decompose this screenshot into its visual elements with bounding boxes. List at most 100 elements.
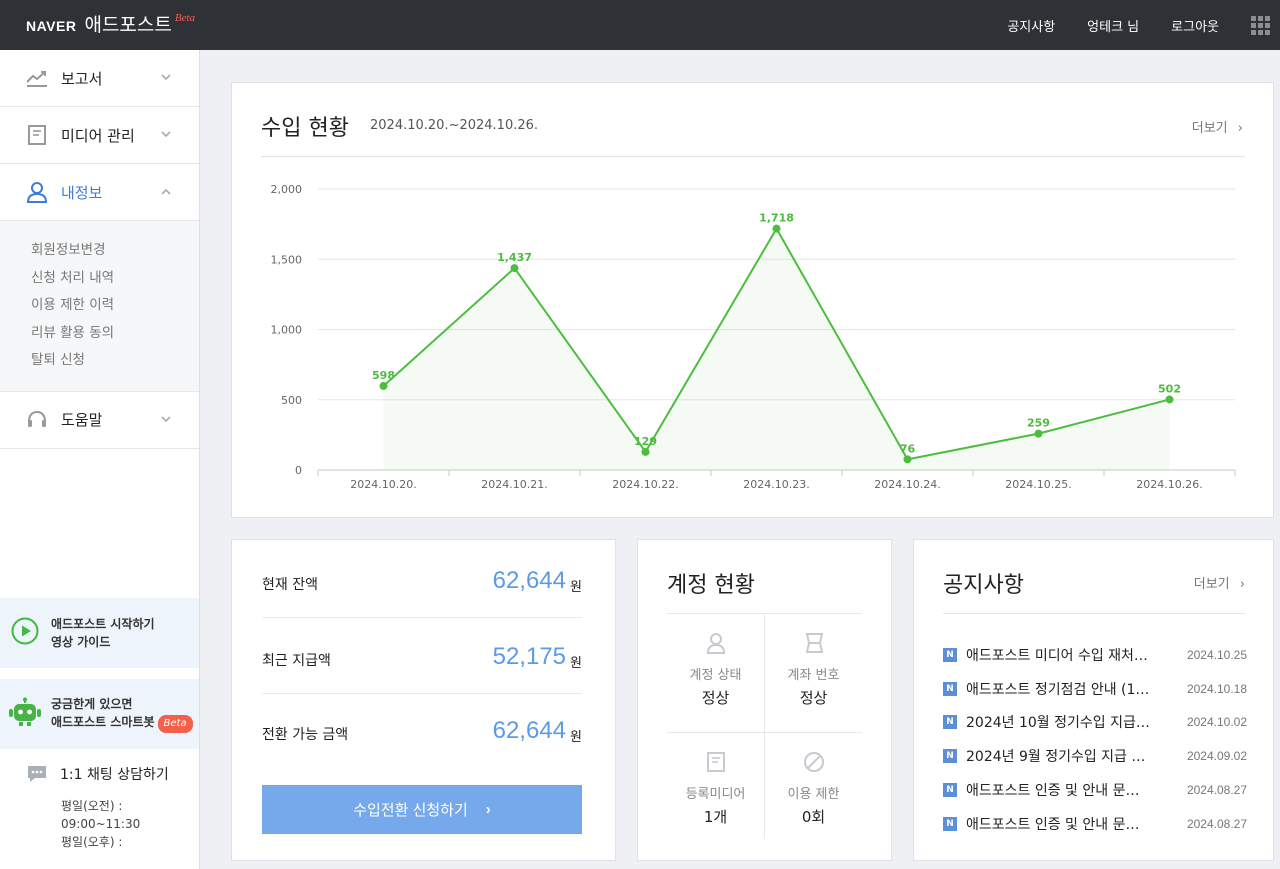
data-label: 1,718 xyxy=(759,212,794,225)
notice-item-title: 애드포스트 인증 및 안내 문자 … xyxy=(966,816,1152,833)
account-restriction[interactable]: 이용 제한 0회 xyxy=(765,733,862,851)
account-title: 계정 현황 xyxy=(667,573,755,598)
data-label: 502 xyxy=(1158,382,1181,395)
account-item-value: 정상 xyxy=(701,689,730,707)
y-tick-label: 1,500 xyxy=(271,253,303,266)
list-item[interactable]: N 애드포스트 미디어 수입 재처… 2024.10.25 xyxy=(943,638,1247,672)
balance-card: 현재 잔액 62,644 원 최근 지급액 52,175 원 전환 가능 금액 … xyxy=(231,539,616,861)
data-point xyxy=(379,381,388,390)
submenu-item[interactable]: 신청 처리 내역 xyxy=(31,269,115,286)
balance-label: 전환 가능 금액 xyxy=(262,727,349,743)
logo-beta: Beta xyxy=(174,12,196,24)
revenue-period: 2024.10.20.~2024.10.26. xyxy=(370,118,539,133)
play-circle-icon xyxy=(11,617,39,649)
account-item-label: 이용 제한 xyxy=(787,787,840,802)
notice-more-link[interactable]: 더보기 › xyxy=(1194,573,1245,592)
notice-card: 공지사항 더보기 › N 애드포스트 미디어 수입 재처… 2024.10.25… xyxy=(913,539,1274,861)
video-guide-banner[interactable]: 애드포스트 시작하기 영상 가이드 xyxy=(0,598,199,668)
submenu-item[interactable]: 이용 제한 이력 xyxy=(31,297,115,313)
revenue-title: 수입 현황 xyxy=(261,116,349,141)
nav-logout-link[interactable]: 로그아웃 xyxy=(1171,19,1219,35)
sidebar-item-report[interactable]: 보고서 xyxy=(0,50,199,107)
notice-item-title: 2024년 10월 정기수입 지급 … xyxy=(966,715,1152,732)
x-tick-label: 2024.10.24. xyxy=(874,478,940,491)
new-badge-icon: N xyxy=(943,715,957,730)
account-grid: 계정 상태 정상 계좌 번호 정상 등록미디어 1개 이용 제한 0회 xyxy=(667,613,862,839)
account-item-label: 계정 상태 xyxy=(689,668,742,683)
submenu-myinfo: 회원정보변경 신청 처리 내역 이용 제한 이력 리뷰 활용 동의 탈퇴 신청 xyxy=(0,221,199,392)
convert-request-button[interactable]: 수입전환 신청하기 › xyxy=(262,785,582,834)
y-tick-label: 500 xyxy=(281,394,302,407)
submenu-item[interactable]: 회원정보변경 xyxy=(31,242,106,258)
user-outline-icon xyxy=(705,632,727,654)
prohibited-icon xyxy=(803,751,825,773)
balance-unit: 원 xyxy=(570,580,582,595)
logo[interactable]: NAVER 애드포스트 Beta xyxy=(26,10,195,37)
sidebar-item-myinfo[interactable]: 내정보 xyxy=(0,164,199,221)
y-tick-label: 2,000 xyxy=(271,183,303,196)
chat-hours-line: 09:00~11:30 xyxy=(61,817,141,831)
list-item[interactable]: N 애드포스트 인증 및 안내 문자 … 2024.08.27 xyxy=(943,807,1247,841)
list-item[interactable]: N 애드포스트 인증 및 안내 문자 … 2024.08.27 xyxy=(943,773,1247,807)
account-card: 계정 현황 계정 상태 정상 계좌 번호 정상 등록미디어 1개 xyxy=(637,539,892,861)
x-tick-label: 2024.10.22. xyxy=(612,478,678,491)
bot-beta-badge: Beta xyxy=(157,715,193,733)
chat-consult[interactable]: 1:1 채팅 상담하기 평일(오전) : 09:00~11:30 평일(오후) … xyxy=(26,764,196,851)
data-label: 129 xyxy=(634,435,657,448)
sidebar: 보고서 미디어 관리 내정보 회원정보변경 신청 처리 내역 이용 제한 이력 … xyxy=(0,50,200,869)
data-point xyxy=(641,447,650,456)
y-tick-label: 0 xyxy=(295,464,302,477)
notice-item-title: 애드포스트 정기점검 안내 (1… xyxy=(966,681,1150,698)
data-label: 1,437 xyxy=(497,251,532,264)
nav-user-link[interactable]: 엉테크 님 xyxy=(1087,19,1140,35)
notice-item-date: 2024.10.25 xyxy=(1186,647,1247,662)
submenu-item[interactable]: 리뷰 활용 동의 xyxy=(31,324,115,341)
account-item-label: 계좌 번호 xyxy=(787,668,840,683)
list-item[interactable]: N 2024년 10월 정기수입 지급 … 2024.10.02 xyxy=(943,706,1247,740)
chart-line-icon xyxy=(26,67,48,89)
notice-item-date: 2024.08.27 xyxy=(1186,816,1247,831)
data-label: 76 xyxy=(900,442,916,455)
balance-value: 62,644 xyxy=(492,567,566,594)
notice-divider xyxy=(943,613,1245,614)
sidebar-item-help[interactable]: 도움말 xyxy=(0,392,199,449)
balance-value: 62,644 xyxy=(492,717,566,744)
smartbot-banner[interactable]: 궁금한게 있으면 애드포스트 스마트봇 Beta xyxy=(0,679,199,749)
top-bar: NAVER 애드포스트 Beta 공지사항 엉테크 님 로그아웃 xyxy=(0,0,1280,50)
chevron-down-icon xyxy=(161,71,171,84)
submenu-item[interactable]: 탈퇴 신청 xyxy=(31,352,85,368)
chevron-right-icon: › xyxy=(1237,121,1243,136)
chevron-down-icon xyxy=(161,413,171,426)
new-badge-icon: N xyxy=(943,749,957,764)
apps-grid-icon[interactable] xyxy=(1251,15,1270,35)
nav-notice-link[interactable]: 공지사항 xyxy=(1007,19,1056,35)
account-item-value: 1개 xyxy=(703,808,728,826)
account-status[interactable]: 계정 상태 정상 xyxy=(667,614,764,732)
sidebar-item-label: 내정보 xyxy=(61,183,103,202)
bot-line2: 애드포스트 스마트봇 xyxy=(51,715,155,729)
account-bank[interactable]: 계좌 번호 정상 xyxy=(765,614,862,732)
y-tick-label: 1,000 xyxy=(271,324,303,337)
guide-line2: 영상 가이드 xyxy=(51,635,111,649)
balance-unit: 원 xyxy=(570,730,582,745)
x-tick-label: 2024.10.20. xyxy=(350,478,416,491)
new-badge-icon: N xyxy=(943,647,957,662)
x-tick-label: 2024.10.26. xyxy=(1136,478,1202,491)
new-badge-icon: N xyxy=(943,816,957,831)
data-point xyxy=(1165,395,1174,404)
x-tick-label: 2024.10.25. xyxy=(1005,478,1071,491)
chevron-right-icon: › xyxy=(1239,577,1245,592)
chevron-up-icon xyxy=(161,185,171,198)
guide-line1: 애드포스트 시작하기 xyxy=(51,617,155,631)
list-item[interactable]: N 애드포스트 정기점검 안내 (1… 2024.10.18 xyxy=(943,672,1247,706)
account-media[interactable]: 등록미디어 1개 xyxy=(667,733,764,851)
data-point xyxy=(903,455,912,464)
revenue-more-link[interactable]: 더보기 › xyxy=(1192,117,1243,136)
balance-row-current: 현재 잔액 62,644 원 xyxy=(262,542,582,618)
revenue-card: 수입 현황 2024.10.20.~2024.10.26. 더보기 › 0 500… xyxy=(231,82,1274,518)
list-item[interactable]: N 2024년 9월 정기수입 지급 일… 2024.09.02 xyxy=(943,739,1247,773)
data-point xyxy=(772,224,781,233)
account-item-value: 정상 xyxy=(799,689,828,707)
chat-title: 1:1 채팅 상담하기 xyxy=(60,767,169,783)
sidebar-item-media[interactable]: 미디어 관리 xyxy=(0,107,199,164)
